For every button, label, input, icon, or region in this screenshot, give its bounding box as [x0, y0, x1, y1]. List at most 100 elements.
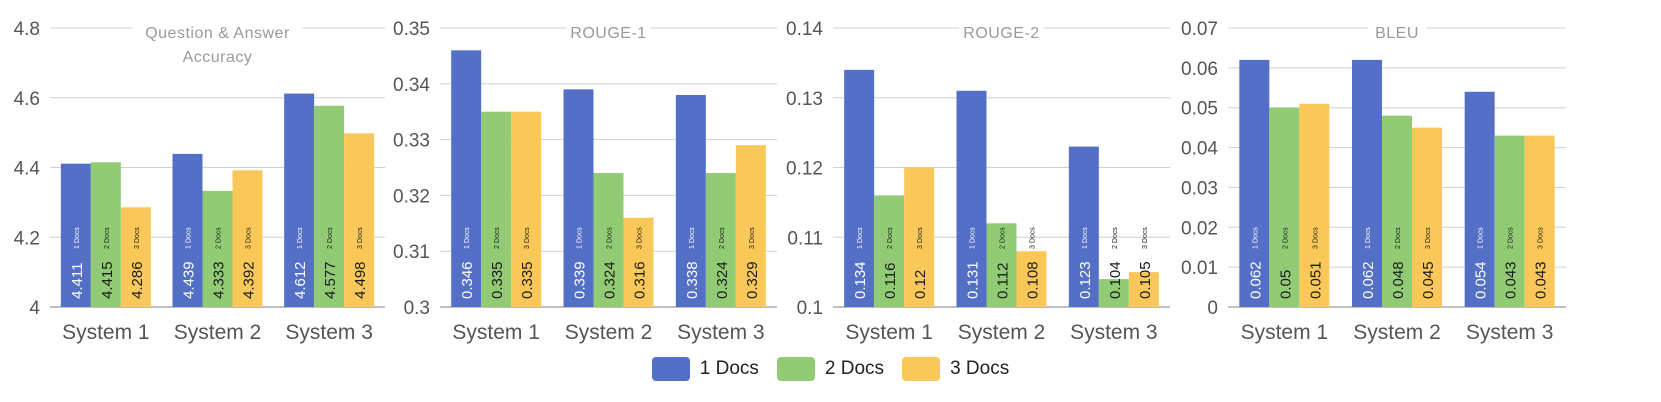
bar [844, 69, 875, 307]
data-label: 0.324 [714, 261, 731, 299]
bar [735, 145, 766, 307]
data-label: 0.043 [1503, 261, 1520, 299]
bar [120, 207, 151, 307]
x-tick-label: System 2 [174, 321, 262, 344]
legend: 1 Docs 2 Docs 3 Docs [0, 352, 1661, 386]
bar [1239, 59, 1270, 308]
data-label: 0.051 [1307, 261, 1324, 299]
bar-series-label: 2 Docs [216, 227, 223, 249]
bar [172, 153, 203, 307]
bar-series-label: 3 Docs [1425, 227, 1432, 249]
bar [284, 93, 315, 307]
legend-item-2-docs[interactable]: 2 Docs [776, 357, 884, 381]
x-tick-label: System 1 [452, 321, 540, 344]
y-tick-label: 4 [29, 298, 40, 319]
y-tick-label: 4.6 [14, 89, 40, 110]
bar [1299, 103, 1330, 307]
legend-item-1-docs[interactable]: 1 Docs [651, 357, 759, 381]
bar [60, 163, 91, 307]
data-label: 0.062 [1360, 261, 1377, 299]
bar [675, 94, 706, 308]
chart-title: BLEU [1375, 25, 1419, 42]
bar-series-label: 3 Docs [134, 227, 141, 249]
y-tick-label: 0.33 [393, 131, 430, 152]
data-label: 0.12 [912, 270, 929, 299]
chart-panel-4: 0 0.01 0.02 0.03 0.04 0.05 0.06 0.07 BLEU 0.062 1 … [1181, 18, 1566, 344]
chart-title: ROUGE-2 [963, 25, 1039, 42]
chart-panel-2: 0.3 0.31 0.32 0.33 0.34 0.35 ROUGE-1 0.346 1 Doc… [393, 18, 777, 344]
y-tick-label: 0.07 [1181, 19, 1218, 40]
bar [904, 167, 935, 307]
bar [1098, 279, 1129, 307]
legend-swatch-1-docs [651, 357, 690, 381]
chart-panel-3: 0.1 0.11 0.12 0.13 0.14 ROUGE-2 0.134 1 Docs 0.1… [786, 18, 1170, 344]
chart-title: Question & Answer [145, 25, 290, 42]
data-label: 4.612 [292, 261, 309, 299]
data-label: 4.392 [241, 261, 258, 299]
data-label: 0.335 [519, 261, 536, 299]
bar [481, 111, 512, 307]
bar [344, 133, 375, 307]
chart-title-background [566, 18, 651, 42]
bar-series-label: 1 Docs [970, 227, 977, 249]
data-label: 0.131 [965, 261, 982, 299]
data-label: 4.415 [99, 261, 116, 299]
bar-series-label: 1 Docs [857, 227, 864, 249]
data-label: 0.339 [572, 261, 589, 299]
bar-series-label: 1 Docs [577, 227, 584, 249]
data-label: 0.112 [995, 263, 1012, 299]
bar-series-label: 2 Docs [1282, 227, 1289, 249]
bar [1068, 146, 1099, 307]
bar-series-label: 3 Docs [246, 227, 253, 249]
bar-series-label: 3 Docs [1538, 227, 1545, 249]
bar [1524, 135, 1555, 307]
chart-title: ROUGE-1 [570, 25, 646, 42]
bar [593, 173, 624, 307]
data-label: 0.05 [1277, 270, 1294, 299]
data-label: 0.329 [744, 261, 761, 299]
bar-series-label: 3 Docs [1030, 227, 1037, 249]
bar-series-label: 1 Docs [1478, 227, 1485, 249]
y-tick-label: 0.14 [786, 19, 823, 40]
data-label: 0.116 [882, 263, 899, 299]
data-label: 0.335 [489, 261, 506, 299]
x-tick-label: System 2 [958, 321, 1046, 344]
y-tick-label: 0.01 [1181, 258, 1218, 279]
y-tick-label: 0.34 [393, 75, 430, 96]
y-tick-label: 4.8 [14, 19, 40, 40]
x-tick-label: System 3 [1070, 321, 1158, 344]
bar-series-label: 1 Docs [1252, 227, 1259, 249]
bar [511, 111, 542, 307]
x-tick-label: System 1 [62, 321, 150, 344]
data-label: 0.338 [684, 261, 701, 299]
data-label: 4.286 [129, 261, 146, 299]
y-tick-label: 0.11 [787, 228, 823, 249]
y-tick-label: 0.04 [1181, 139, 1218, 160]
x-tick-label: System 1 [1241, 321, 1329, 344]
data-label: 0.134 [852, 261, 869, 299]
data-label: 0.316 [632, 261, 649, 299]
legend-label: 3 Docs [950, 358, 1010, 379]
data-label: 4.577 [322, 261, 339, 299]
y-tick-label: 0.35 [393, 19, 430, 40]
bar-series-label: 3 Docs [357, 227, 364, 249]
bar-series-label: 2 Docs [1395, 227, 1402, 249]
y-tick-label: 0.02 [1181, 218, 1218, 239]
legend-label: 1 Docs [699, 358, 759, 379]
bar [874, 195, 905, 307]
bar [1269, 107, 1300, 307]
y-tick-label: 0.03 [1181, 178, 1218, 199]
bar-series-label: 3 Docs [749, 227, 756, 249]
x-tick-label: System 3 [1466, 321, 1554, 344]
chart-title-background [132, 18, 303, 66]
bar [1464, 91, 1495, 308]
bar-series-label: 3 Docs [1142, 227, 1149, 249]
data-label: 0.105 [1137, 261, 1154, 299]
bar-series-label: 1 Docs [1082, 227, 1089, 249]
legend-item-3-docs[interactable]: 3 Docs [902, 357, 1009, 381]
bar [232, 170, 263, 307]
bar [1382, 115, 1412, 307]
bar-series-label: 1 Docs [74, 227, 81, 249]
y-tick-label: 0 [1207, 298, 1218, 319]
